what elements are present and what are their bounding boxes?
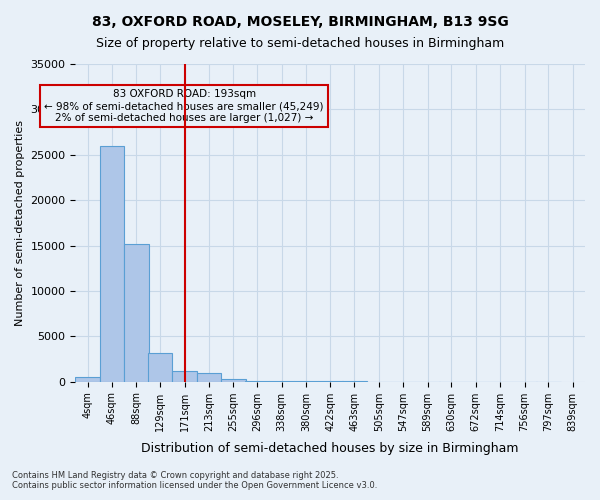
Bar (100, 146, 124, 382)
Bar (148, 352, 172, 382)
Text: Contains HM Land Registry data © Crown copyright and database right 2025.
Contai: Contains HM Land Registry data © Crown c… (12, 470, 377, 490)
Bar (172, 371, 197, 382)
Text: 83, OXFORD ROAD, MOSELEY, BIRMINGHAM, B13 9SG: 83, OXFORD ROAD, MOSELEY, BIRMINGHAM, B1… (92, 15, 508, 29)
Bar (269, 381, 294, 382)
X-axis label: Distribution of semi-detached houses by size in Birmingham: Distribution of semi-detached houses by … (142, 442, 519, 455)
Y-axis label: Number of semi-detached properties: Number of semi-detached properties (15, 120, 25, 326)
Text: Size of property relative to semi-detached houses in Birmingham: Size of property relative to semi-detach… (96, 38, 504, 51)
Text: 83 OXFORD ROAD: 193sqm
← 98% of semi-detached houses are smaller (45,249)
2% of : 83 OXFORD ROAD: 193sqm ← 98% of semi-det… (44, 90, 324, 122)
Bar (245, 381, 269, 382)
Bar (76, 377, 100, 382)
Bar (124, 244, 149, 382)
Bar (197, 372, 221, 382)
Bar (221, 379, 245, 382)
